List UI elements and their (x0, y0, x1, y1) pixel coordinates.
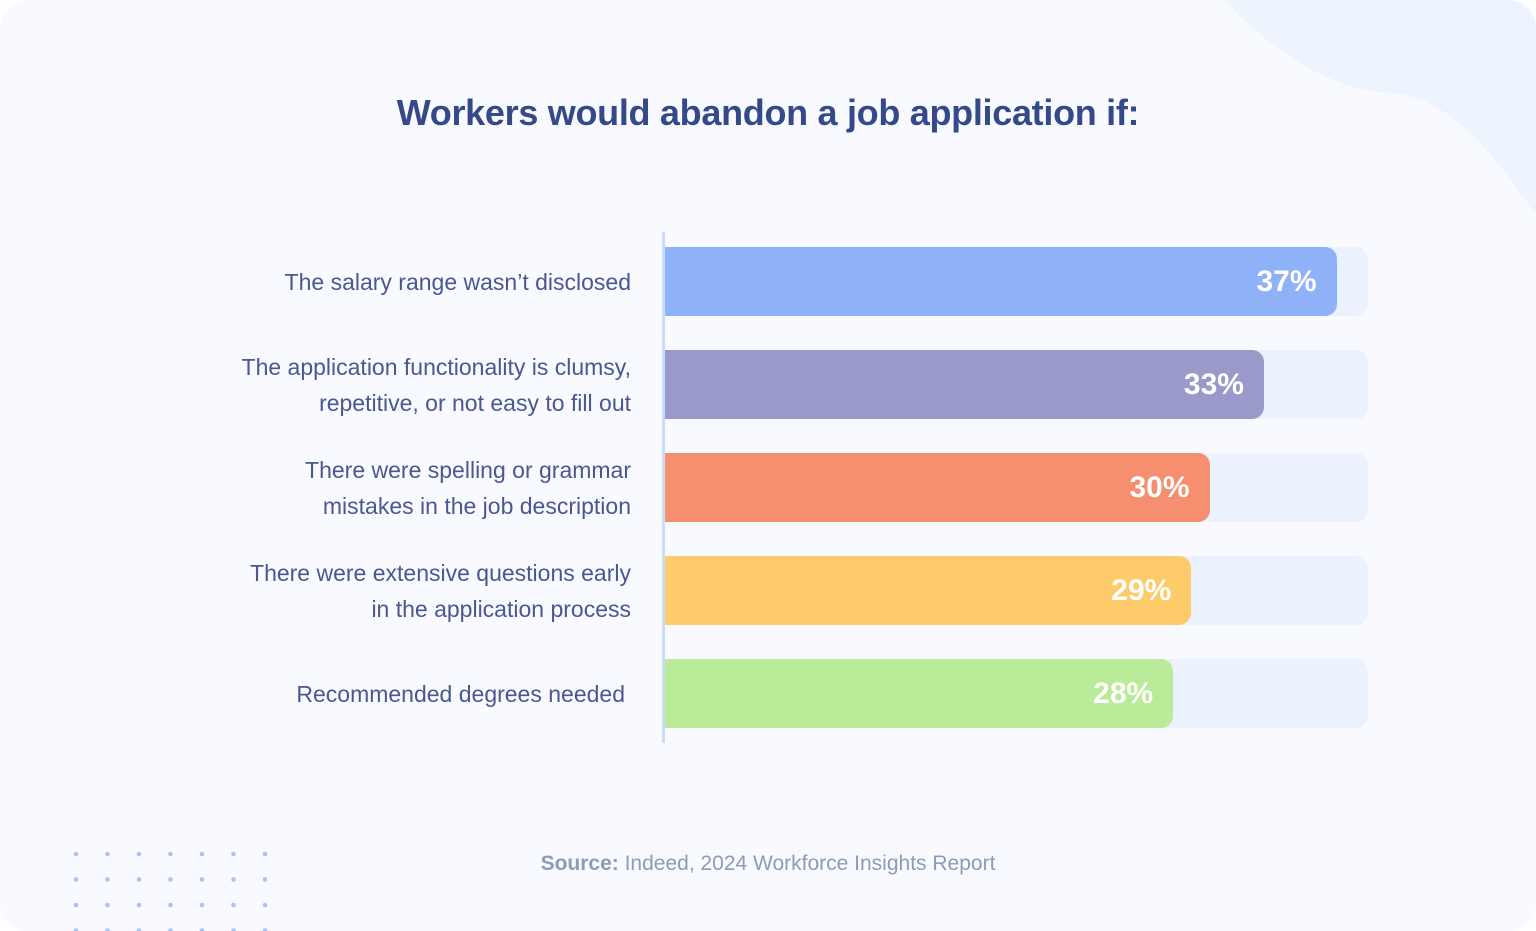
dot (262, 928, 268, 931)
category-label: Recommended degrees needed (165, 676, 625, 712)
category-label: The salary range wasn’t disclosed (171, 264, 631, 300)
dot (168, 877, 173, 882)
dot (168, 851, 173, 857)
y-axis-line (662, 232, 665, 743)
dot (168, 902, 173, 908)
category-label-line: repetitive, or not easy to fill out (319, 389, 631, 416)
dot (199, 902, 205, 908)
dot (262, 902, 268, 908)
dot (231, 902, 236, 908)
dot (136, 902, 142, 908)
bar (665, 659, 1174, 728)
category-label-line: The application functionality is clumsy, (241, 353, 631, 380)
source-note: Source: Indeed, 2024 Workforce Insights … (0, 852, 1536, 876)
dot (199, 851, 205, 857)
dot (73, 877, 79, 882)
data-label: 37% (1256, 265, 1317, 298)
bar (665, 556, 1192, 625)
category-label-line: There were extensive questions early (250, 559, 631, 586)
category-label-line: mistakes in the job description (322, 492, 631, 519)
category-label-line: in the application process (371, 595, 631, 622)
dot (73, 851, 79, 857)
category-label: There were spelling or grammar mistakes i… (171, 452, 631, 524)
dot (262, 851, 268, 857)
dot (168, 928, 173, 931)
dot (136, 877, 142, 882)
dot (262, 877, 268, 882)
dot (105, 902, 110, 908)
dot (199, 928, 205, 931)
category-label: The application functionality is clumsy,… (171, 349, 631, 421)
bar (665, 453, 1210, 522)
decorative-dots (73, 851, 268, 931)
source-text: Indeed, 2024 Workforce Insights Report (618, 852, 996, 875)
data-label: 30% (1129, 471, 1190, 504)
data-label: 28% (1093, 677, 1154, 710)
category-label-line: The salary range wasn’t disclosed (284, 268, 631, 295)
data-label: 29% (1111, 574, 1172, 607)
source-prefix: Source: (540, 852, 619, 875)
dot (231, 928, 236, 931)
bar (665, 350, 1264, 419)
dot (136, 928, 142, 931)
category-label-line: Recommended degrees needed (296, 680, 625, 707)
dot (105, 851, 110, 857)
dot (199, 877, 205, 882)
dot (73, 928, 79, 931)
dot (73, 902, 79, 908)
data-label: 33% (1183, 368, 1244, 401)
bar (665, 247, 1337, 316)
dot (105, 928, 110, 931)
category-label: There were extensive questions early in t… (171, 555, 631, 627)
dot (231, 877, 236, 882)
dot (136, 851, 142, 857)
dot (231, 851, 236, 857)
dot (105, 877, 110, 882)
chart-title: Workers would abandon a job application … (396, 92, 1140, 133)
category-label-line: There were spelling or grammar (305, 456, 631, 483)
